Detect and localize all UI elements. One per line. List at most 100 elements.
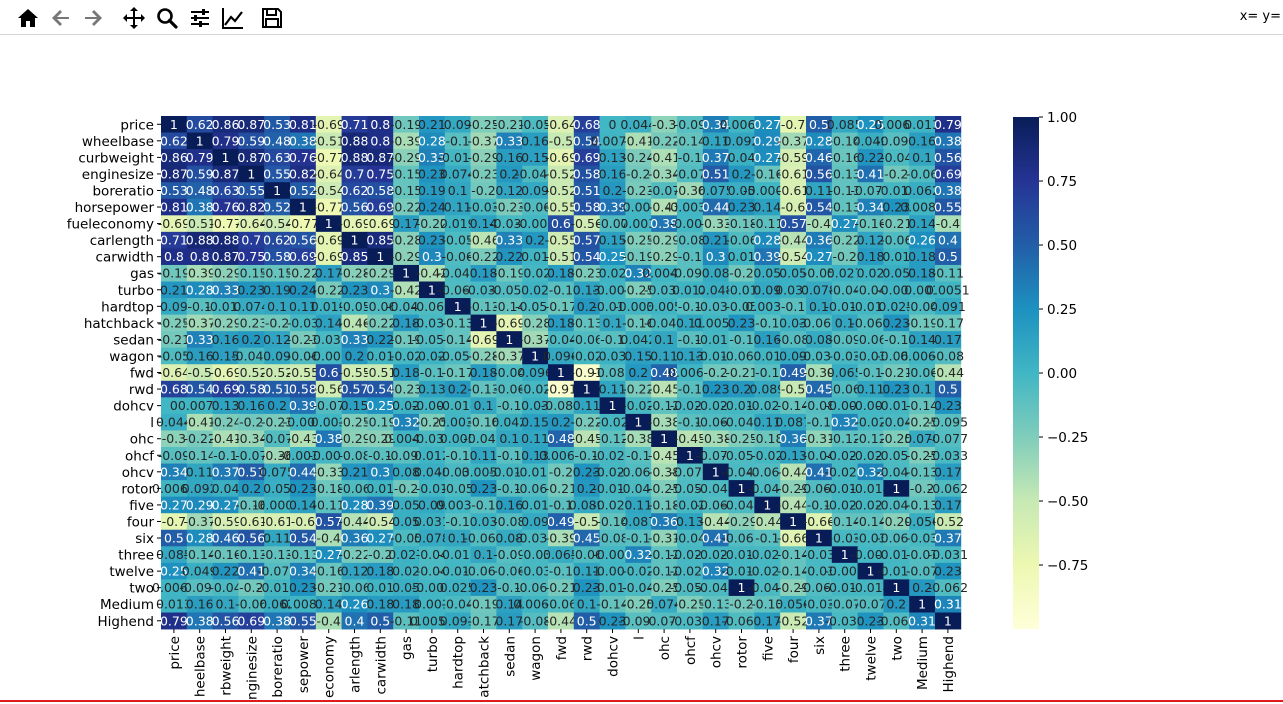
cell-value-label: 0.01 (521, 249, 549, 264)
cell-value-label: -0.12 (648, 564, 680, 579)
heatmap-cell (264, 413, 291, 431)
heatmap-cell (496, 248, 523, 266)
cell-value-label: -0.37 (777, 133, 809, 148)
cell-value-label: 0.2 (577, 299, 597, 314)
heatmap-cell (573, 447, 600, 464)
home-icon[interactable] (14, 4, 42, 32)
cell-value-label: 0.1 (267, 299, 287, 314)
cell-value-label: 0.2 (267, 398, 287, 413)
cell-value-label: -0.096 (670, 266, 710, 281)
cell-value-label: 0.24 (289, 282, 317, 297)
heatmap-cell (857, 496, 884, 514)
cell-value-label: 0.02 (392, 564, 420, 579)
heatmap-cell (419, 364, 446, 382)
cell-value-label: -0.29 (390, 249, 422, 264)
cell-value-label: -0.08 (493, 514, 525, 529)
heatmap-cell (341, 198, 368, 216)
save-icon[interactable] (258, 4, 286, 32)
heatmap-cell (522, 364, 549, 382)
cell-value-label: 0.11 (599, 382, 627, 397)
heatmap-cell (677, 264, 704, 282)
cell-value-label: -0.1 (626, 531, 650, 546)
heatmap-cell (315, 215, 342, 233)
cell-value-label: 0.031 (775, 282, 811, 297)
heatmap-cell (444, 447, 471, 464)
heatmap-cell (831, 182, 858, 200)
heatmap-cell (444, 612, 471, 630)
cell-value-label: 0.0071 (178, 398, 222, 413)
heatmap-cell (831, 513, 858, 531)
heatmap-cell (677, 165, 704, 183)
x-tick-label: boreratio (270, 636, 286, 698)
cell-value-label: 0.1 (603, 315, 623, 330)
edit-axis-icon[interactable] (219, 4, 247, 32)
back-arrow-icon[interactable] (47, 4, 75, 32)
heatmap-cell (754, 595, 781, 613)
zoom-icon[interactable] (153, 4, 181, 32)
cell-value-label: 0.14 (908, 332, 936, 347)
heatmap-cell (419, 397, 446, 415)
cell-value-label: -0.066 (515, 481, 555, 496)
cell-value-label: 0.38 (650, 216, 678, 231)
heatmap-cell (702, 298, 729, 315)
cell-value-label: -0.1 (755, 315, 779, 330)
heatmap-cell (599, 165, 626, 183)
heatmap-cell (651, 215, 678, 233)
cell-value-label: -0.37 (184, 514, 216, 529)
cell-value-label: -0.52 (932, 514, 964, 529)
cell-value-label: 0.08 (702, 266, 730, 281)
configure-subplots-icon[interactable] (186, 4, 214, 32)
cell-value-label: -0.047 (515, 166, 555, 181)
heatmap-cell (393, 248, 420, 266)
cell-value-label: -0.34 (648, 166, 680, 181)
y-tick-label: Highend (98, 614, 154, 630)
cell-value-label: -0.03 (467, 200, 499, 215)
cell-value-label: -0.25 (622, 282, 654, 297)
heatmap-cell (161, 397, 188, 415)
cell-value-label: -0.69 (209, 365, 241, 380)
heatmap-cell (393, 380, 420, 398)
cell-value-label: 0.82 (237, 200, 265, 215)
cell-value-label: -0.014 (721, 547, 761, 562)
cell-value-label: -0.016 (489, 464, 529, 479)
heatmap-cell (677, 496, 704, 514)
cell-value-label: -0.12 (648, 398, 680, 413)
heatmap-cell (341, 612, 368, 630)
cell-value-label: 0.049 (182, 564, 218, 579)
cell-value-label: 0.16 (495, 497, 523, 512)
figure-canvas[interactable]: 1 0.62 0.86 0.87 0.53 0.81 -0.69 0.71 0.8 -0.19 0.… (0, 36, 1283, 700)
cell-value-label: -0.13 (829, 166, 861, 181)
cell-value-label: 0.1 (474, 547, 494, 562)
y-tick-label: curbweight (78, 150, 154, 166)
cell-value-label: -0.06 (493, 564, 525, 579)
heatmap-cell (677, 562, 704, 580)
cell-value-label: 0.33 (212, 282, 240, 297)
cell-value-label: -0.075 (257, 564, 297, 579)
forward-arrow-icon[interactable] (79, 4, 107, 32)
pan-icon[interactable] (120, 4, 148, 32)
cell-value-label: 0.33 (341, 332, 369, 347)
heatmap-cell (651, 496, 678, 514)
heatmap-cell (935, 579, 962, 597)
heatmap-cell (909, 447, 936, 464)
heatmap-cell (264, 198, 291, 216)
cell-value-label: 0.54 (573, 133, 601, 148)
x-tick-label: twelve (864, 636, 880, 681)
cell-value-label: 0.15 (521, 150, 549, 165)
heatmap-cell (651, 182, 678, 200)
heatmap-cell (857, 331, 884, 349)
heatmap-cell (702, 182, 729, 200)
heatmap-cell (444, 579, 471, 597)
heatmap-cell (341, 496, 368, 514)
cell-value-label: 0.56 (934, 150, 962, 165)
heatmap-cell (212, 513, 239, 531)
cell-value-label: -0.18 (725, 216, 757, 231)
cell-value-label: 0.17 (934, 464, 962, 479)
cell-value-label: 0.3 (370, 464, 390, 479)
heatmap-cell (883, 579, 910, 597)
cell-value-label: -0.69 (493, 315, 525, 330)
x-tick-label: Medium (915, 636, 931, 690)
heatmap-cell (883, 546, 910, 564)
heatmap-cell (728, 281, 755, 299)
cell-value-label: -0.1 (446, 514, 470, 529)
